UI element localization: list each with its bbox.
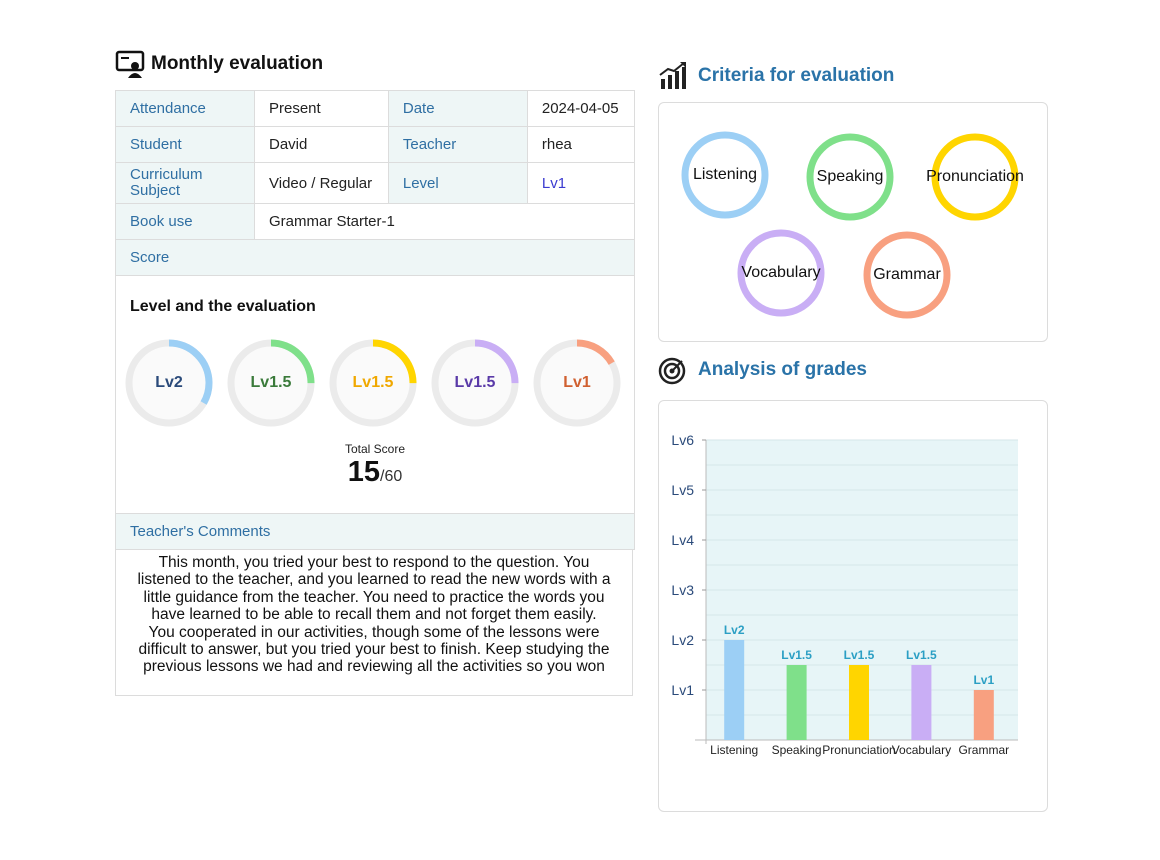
y-tick-label: Lv3 xyxy=(671,582,694,598)
total-score-max: /60 xyxy=(380,468,403,485)
teacher-value: rhea xyxy=(526,126,636,163)
y-tick-label: Lv1 xyxy=(671,682,694,698)
analysis-title: Analysis of grades xyxy=(698,359,867,380)
level-evaluation-heading: Level and the evaluation xyxy=(130,298,316,315)
bar-data-label: Lv1 xyxy=(973,673,994,687)
score-header: Score xyxy=(115,240,635,276)
y-tick-label: Lv5 xyxy=(671,482,694,498)
table-row: Student David Teacher rhea xyxy=(115,126,636,163)
bar-grammar xyxy=(973,690,994,740)
analysis-header: Analysis of grades xyxy=(658,354,1048,386)
level-ring-label: Lv1.5 xyxy=(352,374,394,391)
criteria-header: Criteria for evaluation xyxy=(658,60,1048,92)
criteria-label: Pronunciation xyxy=(926,168,1024,185)
level-rings: Lv2 Lv1.5 Lv1.5 Lv1.5 Lv1 xyxy=(116,316,634,428)
level-ring-arc xyxy=(431,339,519,427)
criteria-label: Listening xyxy=(692,166,758,183)
teacher-comments-header: Teacher's Comments xyxy=(115,514,635,550)
criteria-box: Listening Speaking Pronunciation Vocabulary… xyxy=(658,102,1048,342)
evaluation-info-table: Attendance Present Date 2024-04-05 Stude… xyxy=(115,90,636,240)
y-tick-label: Lv4 xyxy=(671,532,694,548)
level-ring: Lv2 xyxy=(124,338,214,428)
x-tick-label: Vocabulary xyxy=(892,743,951,757)
level-ring-arc xyxy=(227,339,315,427)
comment-line: little guidance from the teacher. You ne… xyxy=(143,588,605,606)
curriculum-value: Video / Regular xyxy=(254,162,389,204)
x-tick-label: Listening xyxy=(710,743,758,757)
page-title: Monthly evaluation xyxy=(151,53,324,74)
book-label: Book use xyxy=(115,203,255,240)
bar-vocabulary xyxy=(911,665,932,740)
criteria-pronunciation: Pronunciation xyxy=(926,133,1024,221)
curriculum-label-line1: Curriculum xyxy=(130,166,203,183)
total-score: Total Score 15/60 xyxy=(116,442,634,513)
criteria-label: Speaking xyxy=(816,168,884,185)
book-value: Grammar Starter-1 xyxy=(254,203,635,240)
x-tick-label: Pronunciation xyxy=(822,743,895,757)
teacher-board-icon xyxy=(115,48,147,80)
grades-bar-chart: Lv1 Lv2 Lv3 Lv4 Lv5 Lv6 Lv2 Listening Lv1.5 Speak… xyxy=(671,432,1018,757)
level-ring-label: Lv1 xyxy=(563,374,591,391)
student-value: David xyxy=(254,126,389,163)
comment-line: This month, you tried your best to respo… xyxy=(158,554,590,571)
comment-line: have learned to be able to recall them a… xyxy=(151,606,597,624)
monthly-evaluation-panel: Monthly evaluation Attendance Present Da… xyxy=(115,50,636,696)
target-icon xyxy=(658,355,688,385)
student-label: Student xyxy=(115,126,255,163)
comment-line: previous lessons we had and reviewing al… xyxy=(143,658,605,676)
level-ring: Lv1.5 xyxy=(430,338,520,428)
bar-data-label: Lv1.5 xyxy=(906,648,937,662)
y-tick-label: Lv6 xyxy=(671,432,694,448)
level-ring: Lv1 xyxy=(532,338,622,428)
bar-data-label: Lv2 xyxy=(724,623,745,637)
total-score-value: 15 xyxy=(347,456,380,488)
total-score-label: Total Score xyxy=(344,442,406,456)
level-ring-arc xyxy=(329,339,417,427)
grades-chart-box: Lv1 Lv2 Lv3 Lv4 Lv5 Lv6 Lv2 Listening Lv1.5 Speak… xyxy=(658,400,1048,812)
curriculum-label: Curriculum Subject xyxy=(115,162,255,204)
criteria-title: Criteria for evaluation xyxy=(698,65,895,86)
bar-pronunciation xyxy=(849,665,869,740)
table-row: Book use Grammar Starter-1 xyxy=(115,203,635,240)
level-ring-arc xyxy=(533,339,621,427)
level-ring-arc xyxy=(125,339,213,427)
criteria-label: Vocabulary xyxy=(741,264,821,281)
y-tick-label: Lv2 xyxy=(671,632,694,648)
comment-line: difficult to answer, but you tried your … xyxy=(138,641,610,659)
level-label: Level xyxy=(387,162,528,204)
bar-speaking xyxy=(786,665,807,740)
bar-data-label: Lv1.5 xyxy=(844,648,875,662)
table-row: Attendance Present Date 2024-04-05 xyxy=(115,90,636,127)
level-ring-label: Lv1.5 xyxy=(454,374,496,391)
level-ring-label: Lv1.5 xyxy=(250,374,292,391)
level-ring: Lv1.5 xyxy=(226,338,316,428)
curriculum-label-line2: Subject xyxy=(130,182,181,199)
bar-data-label: Lv1.5 xyxy=(781,648,812,662)
date-label: Date xyxy=(387,90,528,127)
level-ring-label: Lv2 xyxy=(155,374,183,391)
criteria-vocabulary: Vocabulary xyxy=(737,229,825,317)
criteria-listening: Listening xyxy=(681,131,769,219)
attendance-label: Attendance xyxy=(115,90,255,127)
teacher-label: Teacher xyxy=(387,126,528,163)
monthly-evaluation-header: Monthly evaluation xyxy=(115,50,635,78)
comment-line: You cooperated in our activities, though… xyxy=(148,623,600,641)
criteria-speaking: Speaking xyxy=(806,133,894,221)
teacher-comments-text: This month, you tried your best to respo… xyxy=(115,550,633,696)
comment-line: listened to the teacher, and you learned… xyxy=(137,571,611,589)
criteria-label: Grammar xyxy=(873,266,941,283)
attendance-value: Present xyxy=(254,90,389,127)
bar-listening xyxy=(724,640,745,740)
date-value: 2024-04-05 xyxy=(526,90,636,127)
level-ring: Lv1.5 xyxy=(328,338,418,428)
level-value: Lv1 xyxy=(526,162,636,204)
criteria-panel: Criteria for evaluation Listening Speakin… xyxy=(658,60,1048,812)
bar-chart-growth-icon xyxy=(658,61,688,91)
table-row: Curriculum Subject Video / Regular Level … xyxy=(115,162,636,204)
x-tick-label: Grammar xyxy=(958,743,1009,757)
score-box: Level and the evaluation Lv2 Lv1.5 Lv1.5 Lv… xyxy=(115,276,635,514)
criteria-grammar: Grammar xyxy=(863,231,951,319)
x-tick-label: Speaking xyxy=(772,743,822,757)
